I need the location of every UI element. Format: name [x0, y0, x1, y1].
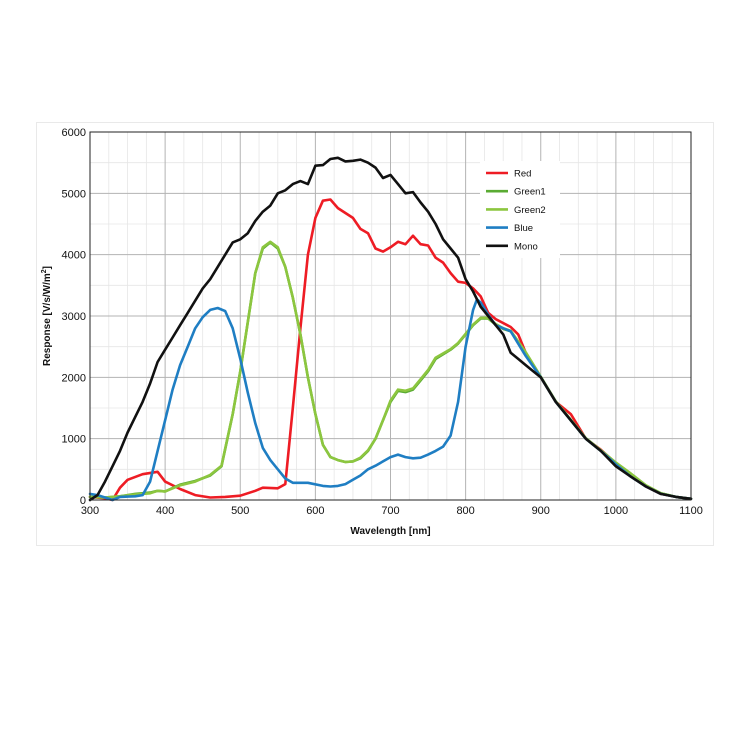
y-tick-label: 5000 — [62, 188, 86, 200]
y-tick-label: 0 — [80, 495, 86, 507]
y-axis-title-superscript: 2 — [41, 269, 48, 273]
y-axis-title: Response [V/s/W/m2] — [41, 266, 53, 366]
y-axis-title-main: Response [V/s/W/m — [42, 273, 53, 366]
spectral-response-chart: 300 400 500 600 700 800 900 1000 1100 0 1000 2000 3… — [41, 127, 703, 537]
legend-label: Mono — [514, 241, 538, 252]
x-tick-label: 600 — [306, 505, 324, 517]
series-line-mono — [88, 156, 693, 502]
y-tick-label: 6000 — [62, 127, 86, 139]
y-tick-label: 2000 — [62, 372, 86, 384]
plot-border — [89, 131, 692, 501]
x-tick-labels: 300 400 500 600 700 800 900 1000 1100 — [81, 505, 703, 517]
x-tick-label: 300 — [81, 505, 99, 517]
legend-label: Blue — [514, 223, 533, 234]
chart-panel: 300 400 500 600 700 800 900 1000 1100 0 1000 2000 3… — [36, 122, 714, 546]
legend-label: Green2 — [514, 205, 546, 216]
x-tick-label: 700 — [381, 505, 399, 517]
y-tick-label: 1000 — [62, 434, 86, 446]
major-grid — [89, 131, 692, 501]
y-tick-label: 4000 — [62, 250, 86, 262]
x-tick-label: 1000 — [604, 505, 628, 517]
x-tick-label: 400 — [156, 505, 174, 517]
y-tick-labels: 0 1000 2000 3000 4000 5000 6000 — [62, 127, 86, 507]
legend-label: Red — [514, 169, 531, 180]
y-tick-label: 3000 — [62, 311, 86, 323]
y-axis-title-end: ] — [42, 266, 53, 269]
x-axis-title: Wavelength [nm] — [350, 526, 430, 537]
x-tick-label: 500 — [231, 505, 249, 517]
x-tick-label: 900 — [532, 505, 550, 517]
legend-label: Green1 — [514, 187, 546, 198]
series-layer — [88, 156, 693, 502]
x-tick-label: 1100 — [679, 505, 703, 517]
x-tick-label: 800 — [456, 505, 474, 517]
legend: Red Green1 Green2 Blue Mono — [480, 161, 560, 258]
series-line-blue — [88, 298, 693, 502]
